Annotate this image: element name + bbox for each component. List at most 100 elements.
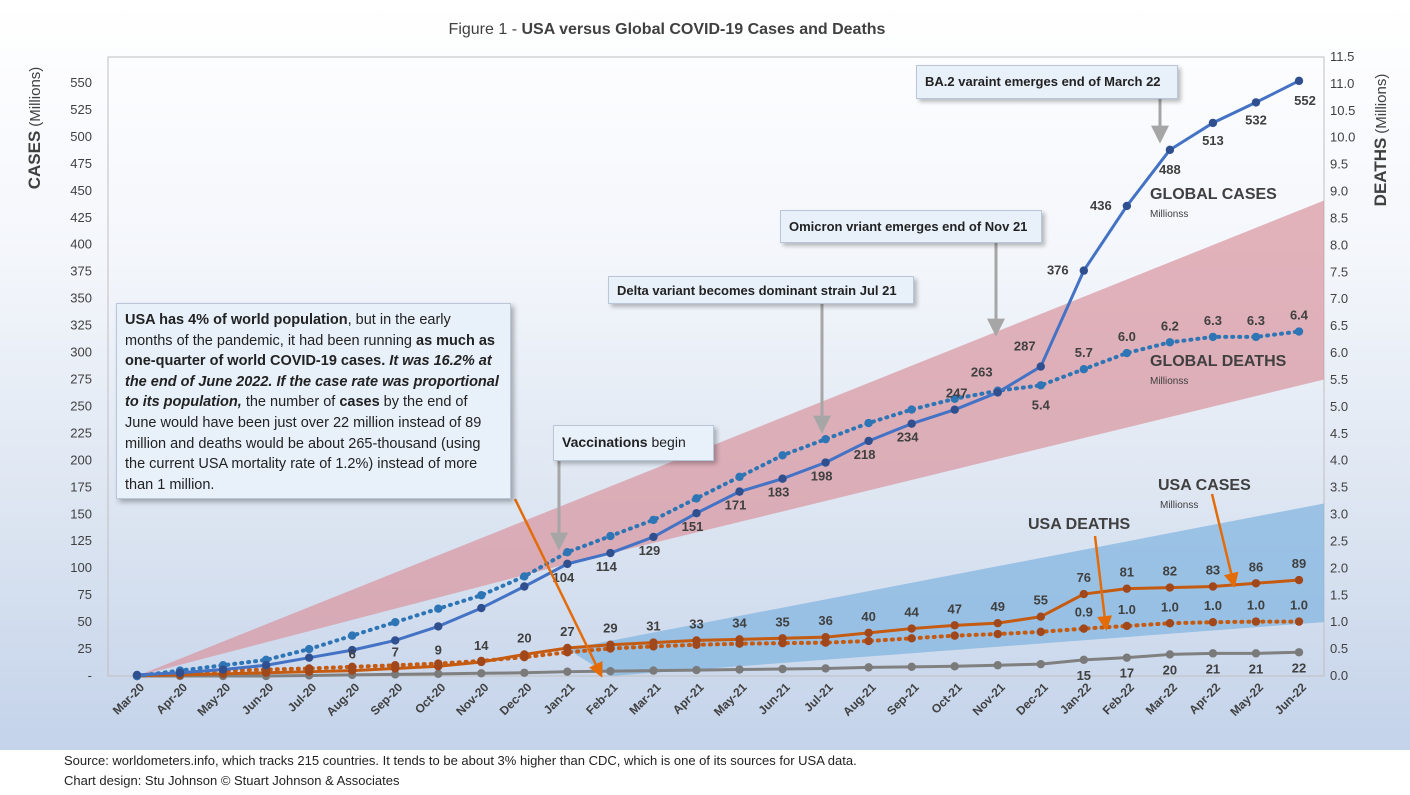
global-deaths-data-label: 6.4: [1290, 308, 1309, 323]
global-cases-data-label: 151: [682, 519, 704, 534]
global-deaths-data-label: 5.7: [1075, 345, 1093, 360]
global-cases-point: [993, 388, 1002, 397]
global-cases-point: [304, 653, 314, 662]
left-tick-label: 225: [70, 425, 92, 440]
gray-series-point: [1079, 655, 1089, 665]
right-tick-label: 5.5: [1330, 372, 1348, 387]
global-cases-data-label: 114: [596, 559, 618, 574]
global-cases-point: [1165, 145, 1175, 155]
global-cases-point: [821, 458, 830, 467]
usa-cases-data-label: 33: [689, 616, 703, 631]
usa-deaths-point: [1251, 617, 1261, 626]
left-tick-label: 25: [78, 641, 92, 656]
gray-series-data-label: 21: [1249, 661, 1263, 676]
band-red: [137, 200, 1324, 676]
right-tick-label: 7.5: [1330, 264, 1348, 279]
usa-cases-point: [1294, 575, 1304, 585]
global-deaths-point: [778, 451, 787, 460]
x-tick-label: Apr-21: [670, 680, 707, 717]
usa-cases-point: [261, 668, 271, 677]
left-tick-label: 375: [70, 264, 92, 279]
gray-series-data-label: 22: [1292, 660, 1306, 675]
right-tick-label: 11.5: [1330, 49, 1354, 64]
right-tick-label: 8.5: [1330, 210, 1348, 225]
left-tick-label: 525: [70, 102, 92, 117]
x-tick-label: May-20: [195, 680, 234, 719]
usa-cases-point: [1165, 583, 1175, 592]
global-deaths-point: [692, 494, 701, 503]
usa-deaths-point: [1036, 627, 1045, 637]
gray-series-point: [821, 664, 830, 673]
global-cases-data-label: 247: [946, 386, 968, 401]
x-tick-label: Mar-22: [1143, 680, 1180, 717]
left-tick-label: 150: [70, 506, 92, 521]
x-tick-label: Jun-22: [1272, 680, 1309, 717]
usa-deaths-data-label: 1.0: [1161, 599, 1179, 614]
left-tick-label: 175: [70, 479, 92, 494]
x-tick-label: Aug-21: [840, 680, 879, 719]
left-tick-label: -: [88, 668, 92, 683]
x-tick-label: Jun-21: [755, 680, 792, 717]
global-deaths-point: [864, 418, 873, 428]
global-deaths-point: [1208, 332, 1218, 342]
x-tick-label: May-21: [711, 680, 750, 719]
source-note: Source: worldometers.info, which tracks …: [64, 753, 857, 768]
global-deaths-point: [347, 631, 357, 640]
x-tick-label: Jun-20: [239, 680, 276, 717]
usa-deaths-point: [1122, 621, 1132, 631]
global-deaths-line: [135, 329, 1301, 678]
usa-cases-point: [391, 664, 400, 673]
x-tick-label: May-22: [1227, 680, 1266, 719]
usa-cases-point: [304, 667, 314, 676]
global-cases-point: [132, 670, 142, 680]
x-tick-label: Mar-21: [626, 680, 663, 717]
series-lines: [132, 76, 1304, 681]
usa-deaths-label: USA DEATHS: [1028, 516, 1131, 533]
right-tick-label: 1.5: [1330, 587, 1348, 602]
gray-series-point: [692, 665, 701, 675]
global-cases-data-label: 234: [897, 430, 919, 445]
global-deaths-point: [950, 394, 959, 403]
usa-deaths-point: [1165, 619, 1175, 628]
usa-cases-data-label: 20: [517, 630, 531, 645]
usa-cases-data-label: 89: [1292, 556, 1306, 571]
right-tick-label: 5.0: [1330, 399, 1348, 414]
global-cases-data-label: 488: [1159, 162, 1181, 177]
global-cases-point: [175, 668, 185, 677]
global-cases-data-label: 263: [971, 364, 993, 379]
usa-cases-data-label: 6: [349, 647, 356, 662]
right-tick-label: 3.5: [1330, 480, 1348, 495]
right-tick-label: 6.5: [1330, 318, 1348, 333]
usa-deaths-data-label: 1.0: [1204, 598, 1222, 613]
gray-series-point: [1208, 649, 1218, 658]
global-deaths-point: [477, 591, 486, 600]
usa-deaths-point: [1208, 617, 1218, 627]
gray-series-point: [864, 663, 873, 672]
x-tick-label: Jul-21: [801, 680, 836, 715]
gray-series-point: [993, 661, 1002, 670]
trend-bands: [137, 200, 1324, 676]
global-cases-point: [563, 559, 572, 569]
global-cases-point: [950, 405, 959, 414]
global-cases-point: [649, 532, 658, 542]
population-note: USA has 4% of world population, but in t…: [116, 303, 511, 499]
x-tick-label: Sep-21: [884, 680, 922, 718]
gray-series-data-label: 20: [1163, 662, 1177, 677]
right-tick-label: 10.5: [1330, 103, 1355, 118]
usa-deaths-point: [864, 636, 873, 646]
global-deaths-point: [1036, 381, 1045, 390]
right-axis-ticks: 0.0 0.5 1.0 1.5 2.0 2.5 3.0 3.5 4.0 4.5 5.0 5.5 6.0 6…: [1330, 49, 1355, 683]
usa-cases-point: [520, 650, 529, 659]
gray-series-point: [391, 670, 400, 679]
usa-cases-point: [606, 640, 615, 649]
usa-cases-point: [347, 666, 357, 675]
global-cases-point: [778, 474, 787, 483]
gray-series-point: [735, 665, 744, 674]
gray-series-data-label: 17: [1120, 666, 1134, 681]
right-tick-label: 6.0: [1330, 345, 1348, 360]
usa-deaths-point: [950, 631, 959, 640]
right-tick-label: 0.0: [1330, 668, 1348, 683]
usa-cases-data-label: 83: [1206, 563, 1220, 578]
usa-deaths-point: [907, 634, 916, 643]
global-deaths-point: [1251, 332, 1261, 342]
